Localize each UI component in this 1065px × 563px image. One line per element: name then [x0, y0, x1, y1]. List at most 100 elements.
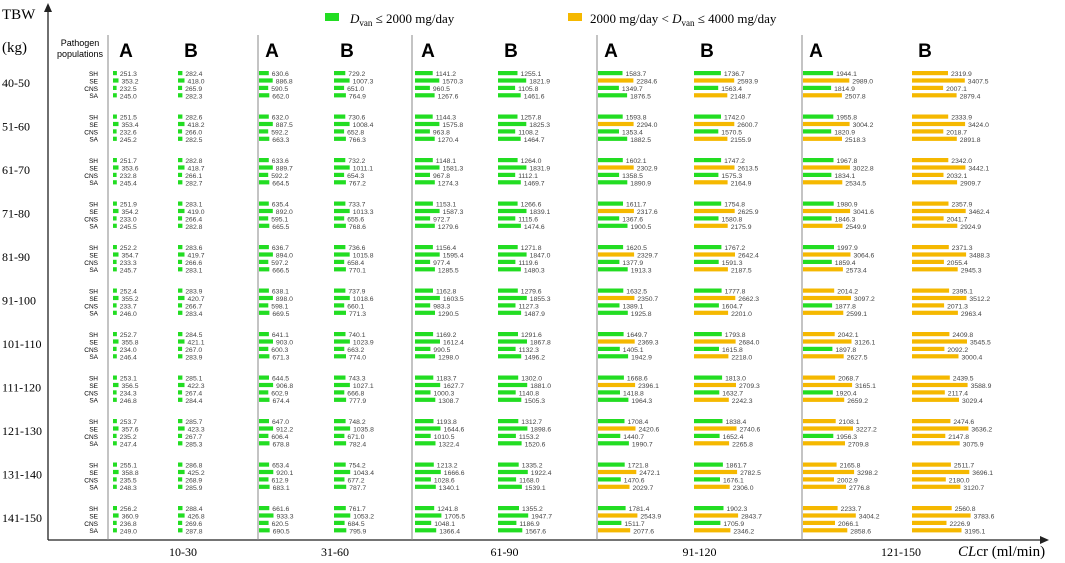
panel-label: B: [340, 41, 354, 62]
value-label: 2549.9: [846, 224, 867, 231]
value-label: 592.2: [271, 173, 288, 180]
bar: [415, 462, 434, 467]
bar: [598, 382, 636, 388]
bar: [498, 484, 522, 489]
value-label: 1349.7: [622, 86, 643, 93]
bar: [694, 208, 735, 214]
value-label: 265.9: [185, 86, 202, 93]
value-label: 232.5: [120, 86, 137, 93]
value-label: 355.8: [122, 340, 139, 347]
bar: [178, 441, 183, 446]
pathogen-label: SE: [89, 470, 98, 477]
bar: [598, 93, 628, 98]
bar: [259, 390, 269, 395]
value-label: 2226.9: [950, 521, 971, 528]
value-label: 2302.9: [637, 166, 658, 173]
value-label: 3004.2: [853, 122, 874, 129]
value-label: 1511.7: [624, 521, 645, 528]
bar: [498, 121, 527, 127]
bar: [178, 397, 183, 402]
value-label: 2032.1: [947, 173, 968, 180]
value-label: 1035.8: [353, 427, 374, 434]
value-label: 286.8: [185, 463, 202, 470]
bar: [334, 354, 346, 359]
bar: [803, 484, 846, 489]
pathogen-label: SH: [89, 158, 98, 165]
value-label: 1627.7: [443, 383, 464, 390]
bar: [113, 310, 117, 315]
bar: [259, 426, 274, 431]
pathogen-label: SH: [89, 115, 98, 122]
value-label: 737.9: [348, 289, 365, 296]
bar: [598, 484, 630, 489]
bar: [334, 216, 345, 221]
bar: [598, 375, 624, 380]
bar: [598, 513, 638, 518]
bar: [113, 85, 117, 90]
pathogen-label: SA: [89, 485, 98, 492]
tbw-label: 51-60: [2, 120, 30, 134]
value-label: 2041.7: [947, 217, 968, 224]
value-label: 266.7: [185, 304, 202, 311]
value-label: 356.5: [122, 383, 139, 390]
value-label: 2740.6: [740, 427, 761, 434]
bar: [113, 114, 117, 119]
bar: [498, 180, 521, 185]
value-label: 2007.1: [946, 86, 967, 93]
value-label: 2148.7: [730, 93, 751, 100]
bar: [259, 121, 273, 127]
value-label: 2108.1: [839, 419, 860, 426]
bar: [259, 433, 269, 438]
value-label: 2879.4: [960, 93, 981, 100]
bar: [803, 267, 843, 272]
bar: [598, 397, 629, 402]
bar: [598, 310, 628, 315]
value-label: 1882.5: [630, 137, 651, 144]
value-label: 357.6: [122, 427, 139, 434]
bar: [803, 245, 834, 250]
bar: [912, 223, 958, 228]
bar: [694, 172, 719, 177]
value-label: 421.1: [188, 340, 205, 347]
value-label: 990.5: [433, 347, 450, 354]
bar: [694, 165, 735, 170]
panel-label: B: [184, 41, 198, 62]
value-label: 2709.8: [848, 441, 869, 448]
x-tick-label: 91-120: [683, 545, 717, 559]
bar: [259, 469, 274, 475]
legend: Dvan ≤ 2000 mg/day 2000 mg/day < Dvan ≤ …: [325, 11, 777, 28]
value-label: 267.0: [185, 347, 202, 354]
bar: [803, 136, 842, 141]
value-label: 1007.3: [353, 79, 374, 86]
value-label: 245.4: [120, 180, 137, 187]
value-label: 1881.0: [530, 383, 551, 390]
value-label: 1302.0: [521, 376, 542, 383]
value-label: 2018.7: [946, 130, 967, 137]
bar: [498, 245, 518, 250]
value-label: 418.2: [188, 122, 205, 129]
value-label: 1781.4: [629, 506, 650, 513]
bar: [598, 85, 619, 90]
value-label: 768.6: [349, 224, 366, 231]
bar: [803, 310, 844, 315]
value-label: 268.9: [185, 478, 202, 485]
value-label: 1603.5: [443, 296, 464, 303]
bar: [259, 136, 270, 141]
value-label: 644.5: [272, 376, 289, 383]
value-label: 282.6: [185, 115, 202, 122]
bar: [598, 201, 623, 206]
bar: [415, 397, 436, 402]
value-label: 1153.1: [436, 202, 457, 209]
value-label: 282.8: [185, 158, 202, 165]
legend-swatch-green: [325, 13, 339, 21]
value-label: 771.3: [349, 311, 366, 318]
bar: [912, 165, 966, 170]
value-label: 418.0: [188, 79, 205, 86]
bar: [912, 339, 967, 344]
x-tick-label: 61-90: [491, 545, 519, 559]
bar: [415, 136, 435, 141]
value-label: 1825.3: [529, 122, 550, 129]
value-label: 1838.4: [726, 419, 747, 426]
pathogen-label: CNS: [84, 521, 98, 528]
bar: [694, 506, 724, 511]
